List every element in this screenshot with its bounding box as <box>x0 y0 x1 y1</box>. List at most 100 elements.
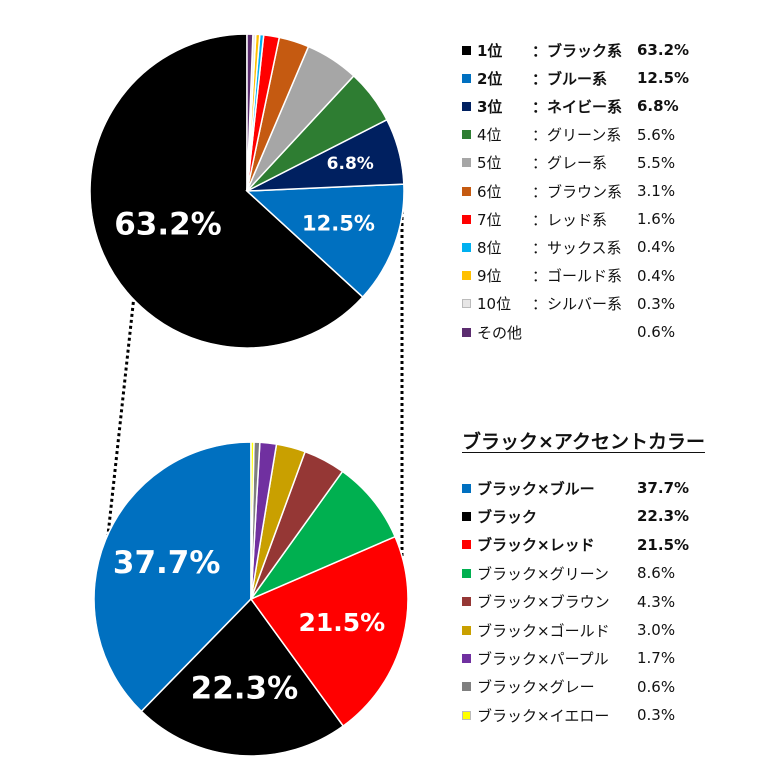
legend-0-swatch <box>462 327 471 337</box>
legend-0-rank: 8位 <box>477 238 502 257</box>
legend-0-label: 9位 ：ゴールド系 <box>477 265 622 286</box>
legend-0-name: その他 <box>477 323 523 342</box>
legend-0-label: 4位 ：グリーン系 <box>477 124 621 145</box>
legend-0-name: ：シルバー系 <box>532 295 623 314</box>
legend-0-rank: 5位 <box>477 154 502 173</box>
legend-1-label: ブラック <box>477 506 537 527</box>
legend-1-label: ブラック×グレー <box>477 676 595 697</box>
legend-0-label: 10位 ：シルバー系 <box>477 293 622 314</box>
legend-1-value: 37.7% <box>637 479 690 497</box>
legend-0-value: 1.6% <box>637 210 676 229</box>
legend-0-value: 12.5% <box>637 69 690 88</box>
legend-0-value: 0.6% <box>637 323 676 341</box>
legend-1-swatch <box>462 710 471 720</box>
legend-1-value: 22.3% <box>637 507 690 526</box>
legend-1-value: 0.6% <box>637 677 676 696</box>
legend-1-item: ブラック×ブラウン 4.3% <box>462 592 675 612</box>
legend-1-value: 21.5% <box>637 535 690 554</box>
legend-1-swatch <box>462 682 471 692</box>
legend-0-label: 2位 ：ブルー系 <box>477 68 607 89</box>
legend-0-value: 3.1% <box>637 182 676 200</box>
legend-0-name: ：グレー系 <box>532 154 608 173</box>
sub-chart-title: ブラック×アクセントカラー <box>462 431 705 453</box>
legend-0-swatch <box>462 45 471 55</box>
legend-0-name: ：ゴールド系 <box>532 267 623 286</box>
legend-1-name: ブラック×グレー <box>477 678 595 697</box>
legend-0-rank: 7位 <box>477 210 502 229</box>
legend-0-item: 3位 ：ネイビー系 6.8% <box>462 96 679 117</box>
legend-1-item: ブラック×イエロー 0.3% <box>462 705 675 725</box>
legend-1-swatch <box>462 483 471 493</box>
legend-1-value: 8.6% <box>637 564 676 583</box>
legend-0-item: 10位 ：シルバー系 0.3% <box>462 293 675 314</box>
legend-0-swatch <box>462 271 471 281</box>
legend-1-name: ブラック×ゴールド <box>477 621 610 640</box>
legend-1-value: 3.0% <box>637 621 676 639</box>
legend-0-rank: 4位 <box>477 126 502 145</box>
legend-1-label: ブラック×グリーン <box>477 563 609 584</box>
legend-1-name: ブラック×グリーン <box>477 564 609 583</box>
legend-1-swatch <box>462 597 471 607</box>
legend-1-item: ブラック×ブルー 37.7% <box>462 478 689 499</box>
legend-0-name: ：ブラック系 <box>532 41 623 60</box>
legend-0-swatch <box>462 130 471 140</box>
legend-1-name: ブラック×パープル <box>477 649 609 668</box>
legend-1-value: 1.7% <box>637 649 676 668</box>
legend-0-swatch <box>462 214 471 224</box>
pie-1-label-0: 37.7% <box>113 545 221 581</box>
legend-0-value: 5.5% <box>637 153 676 172</box>
legend-0-label: 8位 ：サックス系 <box>477 237 622 258</box>
pie-bottom: 37.7% 22.3% 21.5% <box>93 441 409 757</box>
legend-0-value: 63.2% <box>637 41 690 59</box>
legend-0-rank: 3位 <box>477 97 503 116</box>
pie-top: 63.2% 12.5% 6.8% <box>89 33 405 349</box>
legend-1-name: ブラック×ブラウン <box>477 593 610 612</box>
legend-1-swatch <box>462 568 471 578</box>
legend-0-item: 2位 ：ブルー系 12.5% <box>462 68 689 89</box>
connector-line-left <box>106 295 136 536</box>
legend-0-swatch <box>462 101 471 111</box>
pie-0-label-2: 6.8% <box>327 154 374 174</box>
legend-0-label: その他 <box>477 322 522 343</box>
legend-0-rank: 9位 <box>477 267 502 286</box>
pie-0-label-0: 63.2% <box>114 206 222 242</box>
legend-1-name: ブラック×レッド <box>477 536 595 555</box>
legend-1-value: 4.3% <box>637 592 676 611</box>
legend-1-swatch <box>462 653 471 663</box>
legend-1-swatch <box>462 540 471 550</box>
legend-0-name: ：サックス系 <box>532 238 622 257</box>
legend-0-value: 5.6% <box>637 125 676 144</box>
legend-0-rank: 2位 <box>477 69 503 88</box>
legend-1-label: ブラック×レッド <box>477 534 595 555</box>
legend-1-item: ブラック×レッド 21.5% <box>462 534 689 555</box>
legend-0-name: ：グリーン系 <box>532 126 622 145</box>
legend-0-rank: 1位 <box>477 41 503 60</box>
legend-1-label: ブラック×パープル <box>477 648 609 669</box>
legend-1-value: 0.3% <box>637 706 676 725</box>
legend-0-value: 0.4% <box>637 238 676 257</box>
pie-connector-lines <box>106 205 404 585</box>
legend-0-label: 6位 ：ブラウン系 <box>477 181 622 202</box>
legend-1-item: ブラック×グレー 0.6% <box>462 676 675 697</box>
legend-0-swatch <box>462 299 471 309</box>
legend-0-item: 8位 ：サックス系 0.4% <box>462 237 675 258</box>
legend-1-swatch <box>462 511 471 521</box>
legend-1-label: ブラック×ブルー <box>477 478 595 499</box>
legend-0-swatch <box>462 242 471 252</box>
legend-0-name: ：レッド系 <box>532 210 608 229</box>
legend-0-label: 3位 ：ネイビー系 <box>477 96 622 117</box>
legend-0-swatch <box>462 158 471 168</box>
pie-1-label-2: 21.5% <box>298 608 385 637</box>
legend-0-name: ：ブラウン系 <box>532 182 623 201</box>
legend-0-rank: 6位 <box>477 182 502 201</box>
legend-0-item: 9位 ：ゴールド系 0.4% <box>462 265 675 286</box>
legend-1-name: ブラック <box>477 507 538 526</box>
legend-0-value: 6.8% <box>637 97 679 116</box>
legend-0-value: 0.4% <box>637 266 676 285</box>
legend-0-name: ：ブルー系 <box>532 69 608 88</box>
legend-0-item: 6位 ：ブラウン系 3.1% <box>462 181 675 202</box>
legend-1-label: ブラック×ゴールド <box>477 620 610 641</box>
legend-1-item: ブラック×グリーン 8.6% <box>462 563 675 584</box>
legend-0-value: 0.3% <box>637 294 676 313</box>
